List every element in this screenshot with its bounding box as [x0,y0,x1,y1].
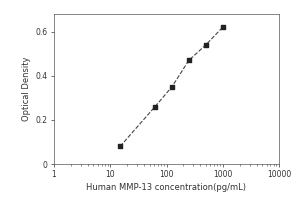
Point [118,145,123,148]
Point [203,43,208,46]
Point [187,59,191,62]
Point [220,26,225,29]
X-axis label: Human MMP-13 concentration(pg/mL): Human MMP-13 concentration(pg/mL) [86,183,247,192]
Point [153,105,158,108]
Point [169,85,174,88]
Y-axis label: Optical Density: Optical Density [22,57,32,121]
